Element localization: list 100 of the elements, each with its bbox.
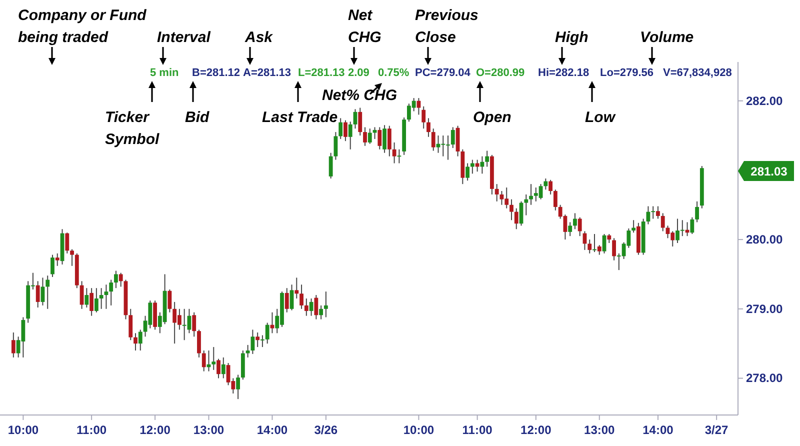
candlestick (94, 288, 98, 313)
candlestick (358, 107, 362, 136)
candlestick (529, 184, 533, 206)
candlestick (382, 124, 386, 154)
annotation: V=67,834,928 (663, 67, 732, 79)
candlestick (466, 162, 470, 182)
candlestick (651, 206, 656, 220)
x-tick-label: 3/26 (314, 423, 338, 437)
y-tick-label: 282.00 (746, 94, 784, 108)
candlestick (40, 277, 45, 306)
candlestick (138, 329, 142, 352)
candlestick (568, 222, 572, 237)
candlestick (70, 248, 74, 266)
annotation: 2.09 (348, 67, 370, 79)
text: Interval (157, 29, 212, 46)
candlestick (250, 329, 255, 354)
text: Previous Close (415, 7, 478, 46)
annotation: 5 min (150, 67, 180, 79)
candlestick (46, 275, 50, 310)
text: 281.03 (750, 164, 788, 178)
candlestick (695, 200, 699, 223)
x-tick-label: 12:00 (520, 423, 552, 437)
candlestick (319, 304, 324, 320)
x-tick-label: 12:00 (140, 423, 171, 437)
candlestick (99, 288, 104, 310)
candlestick (202, 350, 206, 372)
candlestick (304, 298, 308, 316)
candlestick (197, 329, 201, 358)
candlestick (363, 126, 367, 146)
annotation: 0.75% (378, 67, 410, 79)
candlestick (314, 294, 318, 320)
text: Net CHG (348, 7, 382, 46)
candlestick (690, 216, 694, 234)
text: Company or Fund being traded (18, 7, 148, 46)
y-tick-label: 279.00 (746, 302, 784, 316)
candlestick (290, 284, 294, 311)
annotation: Open (473, 109, 512, 126)
annotation: Last Trade (262, 109, 338, 126)
candlestick (392, 142, 396, 164)
candlestick (114, 270, 118, 289)
candlestick (607, 233, 612, 244)
candlestick (118, 272, 123, 288)
candlestick (578, 216, 582, 237)
candlestick (344, 120, 348, 142)
candlestick (431, 128, 436, 152)
candlestick (36, 280, 40, 308)
candlestick (378, 126, 382, 150)
annotation: B=281.12 (192, 67, 240, 79)
candlestick (450, 126, 455, 148)
x-tick-label: 11:00 (76, 423, 107, 437)
candlestick (656, 206, 660, 220)
x-tick-label: 13:00 (584, 423, 616, 437)
annotation: PC=279.04 (415, 67, 472, 79)
candlestick (348, 121, 352, 150)
candlestick (368, 128, 372, 144)
annotation: Bid (185, 109, 210, 126)
annotation: Hi=282.18 (538, 67, 590, 79)
candlestick (265, 322, 270, 344)
candlestick (592, 233, 596, 253)
candlestick (128, 308, 133, 341)
annotation: Low (585, 109, 616, 126)
candlestick (134, 332, 138, 352)
candlestick (246, 344, 250, 358)
text: Ask (244, 29, 274, 46)
candlestick (524, 194, 528, 216)
x-tick-label: 13:00 (193, 423, 224, 437)
candlestick (597, 244, 602, 256)
candlestick (480, 156, 484, 174)
candlestick (212, 346, 216, 370)
text: Volume (640, 29, 694, 46)
candlestick (328, 152, 333, 180)
y-tick-label: 278.00 (746, 371, 784, 386)
x-tick-label: 3/27 (704, 423, 729, 437)
x-tick-label: 14:00 (256, 423, 288, 437)
candlestick (324, 291, 328, 318)
x-tick-label: 14:00 (642, 423, 674, 437)
annotation: A=281.13 (243, 67, 292, 79)
annotation: Net% CHG (322, 87, 398, 104)
candlestick (494, 184, 499, 202)
candlestick (104, 284, 108, 310)
candlestick (514, 208, 518, 230)
candlestick (553, 189, 558, 211)
candlestick (84, 288, 89, 308)
candlestick (612, 238, 616, 261)
candlestick (270, 312, 274, 334)
candlestick (216, 358, 220, 379)
candlestick (573, 212, 577, 230)
candlestick (284, 288, 289, 313)
candlestick (294, 277, 299, 299)
candlestick (192, 312, 196, 338)
candlestick (588, 239, 592, 254)
x-tick-label: 10:00 (403, 423, 434, 437)
candlestick (168, 288, 172, 313)
candlestick (55, 252, 60, 266)
candlestick (544, 178, 548, 190)
candlestick (50, 254, 54, 278)
x-tick-label: 10:00 (8, 423, 39, 437)
candlestick (256, 332, 260, 348)
candlestick (109, 279, 114, 306)
text: High (555, 29, 588, 46)
